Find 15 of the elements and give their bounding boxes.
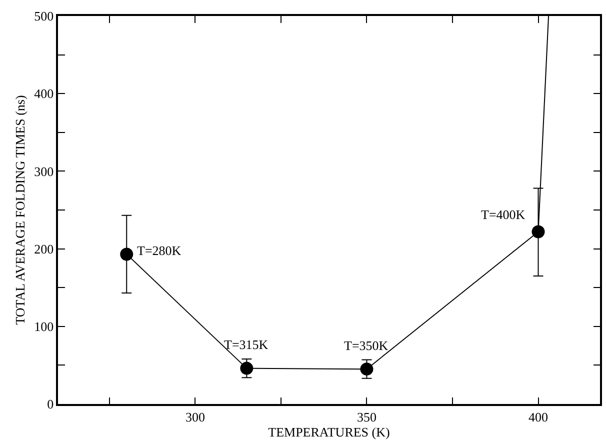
annotation: T=400K: [481, 207, 526, 222]
y-tick-label: 300: [34, 164, 54, 179]
y-tick-label: 400: [34, 86, 54, 102]
y-tick-label: 500: [34, 8, 54, 24]
annotation: T=315K: [224, 337, 269, 352]
y-tick-label: 100: [34, 318, 54, 334]
x-tick-label: 300: [185, 409, 205, 424]
x-tick-label: 350: [356, 409, 376, 424]
annotation: T=350K: [344, 338, 389, 353]
x-axis-title: TEMPERATURES (K): [268, 424, 390, 440]
x-tick-label: 400: [528, 409, 548, 424]
y-tick-label: 200: [34, 241, 54, 256]
y-tick-label: 0: [47, 396, 54, 412]
annotation: T=280K: [137, 243, 182, 258]
y-axis-title: TOTAL AVERAGE FOLDING TIMES (ns): [12, 95, 28, 325]
